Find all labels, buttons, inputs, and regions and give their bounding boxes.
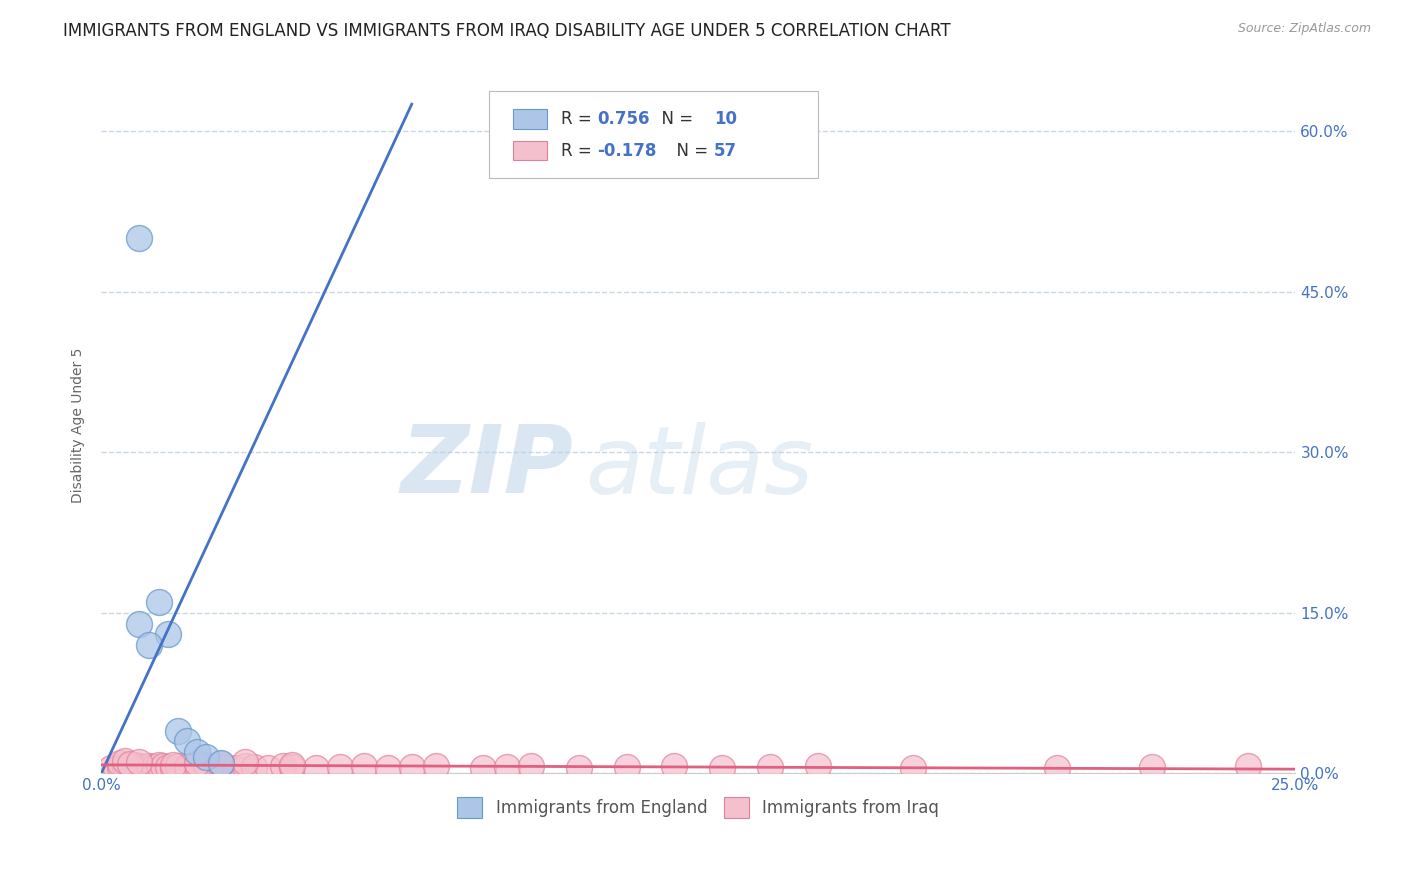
Point	[195, 757, 218, 772]
Point	[759, 760, 782, 774]
Point	[166, 723, 188, 738]
Text: Source: ZipAtlas.com: Source: ZipAtlas.com	[1237, 22, 1371, 36]
Point	[124, 760, 146, 774]
Point	[224, 761, 246, 775]
Text: -0.178: -0.178	[596, 142, 657, 160]
Point	[104, 762, 127, 776]
FancyBboxPatch shape	[513, 110, 547, 129]
Text: ZIP: ZIP	[401, 421, 572, 513]
Point	[377, 761, 399, 775]
Point	[162, 761, 184, 775]
Point	[401, 760, 423, 774]
Point	[110, 756, 132, 770]
Point	[162, 757, 184, 772]
Point	[807, 759, 830, 773]
FancyBboxPatch shape	[513, 141, 547, 161]
Point	[195, 750, 218, 764]
Point	[114, 754, 136, 768]
Point	[616, 760, 638, 774]
Text: IMMIGRANTS FROM ENGLAND VS IMMIGRANTS FROM IRAQ DISABILITY AGE UNDER 5 CORRELATI: IMMIGRANTS FROM ENGLAND VS IMMIGRANTS FR…	[63, 22, 950, 40]
Point	[176, 760, 198, 774]
Point	[128, 231, 150, 245]
Point	[138, 638, 160, 652]
Point	[157, 760, 180, 774]
Point	[148, 595, 170, 609]
Point	[353, 759, 375, 773]
Text: R =: R =	[561, 142, 598, 160]
Point	[128, 761, 150, 775]
Point	[148, 757, 170, 772]
Point	[114, 757, 136, 772]
Point	[243, 760, 266, 774]
Point	[134, 760, 156, 774]
Point	[186, 759, 208, 773]
Point	[114, 759, 136, 773]
Point	[305, 761, 328, 775]
Point	[257, 761, 280, 775]
Point	[711, 761, 734, 775]
Y-axis label: Disability Age Under 5: Disability Age Under 5	[72, 348, 86, 503]
Point	[124, 757, 146, 772]
Point	[118, 756, 141, 771]
Point	[329, 760, 352, 774]
Text: R =: R =	[561, 111, 598, 128]
Point	[157, 627, 180, 641]
Text: 57: 57	[714, 142, 737, 160]
Text: 0.756: 0.756	[596, 111, 650, 128]
Point	[138, 761, 160, 775]
Point	[100, 761, 122, 775]
Point	[1236, 759, 1258, 773]
Text: atlas: atlas	[585, 422, 813, 513]
Point	[472, 761, 495, 775]
Point	[138, 759, 160, 773]
FancyBboxPatch shape	[489, 91, 818, 178]
Point	[233, 759, 256, 773]
Point	[271, 759, 294, 773]
Point	[496, 760, 519, 774]
Point	[128, 759, 150, 773]
Point	[568, 761, 591, 775]
Point	[281, 757, 304, 772]
Point	[425, 759, 447, 773]
Point	[176, 734, 198, 748]
Point	[128, 616, 150, 631]
Point	[209, 756, 232, 770]
Point	[1140, 760, 1163, 774]
Text: N =: N =	[666, 142, 713, 160]
Point	[664, 759, 686, 773]
Point	[110, 760, 132, 774]
Point	[1046, 761, 1069, 775]
Legend: Immigrants from England, Immigrants from Iraq: Immigrants from England, Immigrants from…	[451, 790, 946, 824]
Point	[233, 755, 256, 769]
Point	[209, 760, 232, 774]
Point	[186, 745, 208, 759]
Point	[128, 755, 150, 769]
Point	[520, 759, 543, 773]
Point	[281, 760, 304, 774]
Point	[118, 761, 141, 775]
Point	[209, 756, 232, 771]
Point	[903, 761, 925, 775]
Point	[142, 760, 165, 774]
Text: N =: N =	[651, 111, 697, 128]
Point	[166, 759, 188, 773]
Text: 10: 10	[714, 111, 737, 128]
Point	[186, 756, 208, 770]
Point	[152, 759, 174, 773]
